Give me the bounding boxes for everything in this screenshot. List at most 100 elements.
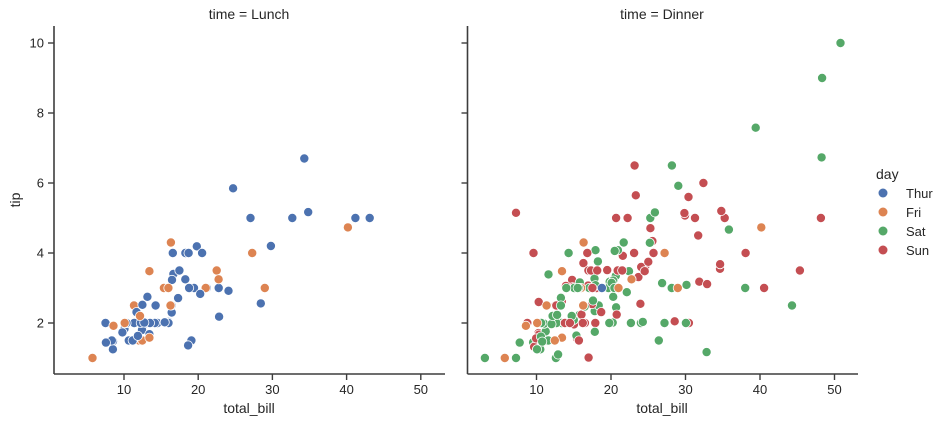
data-point-sat	[659, 317, 670, 328]
x-tick-label: 50	[414, 382, 428, 397]
data-point-fri	[756, 222, 767, 233]
data-point-thur	[213, 282, 224, 293]
data-point-sun	[592, 265, 603, 276]
data-point-fri	[211, 265, 222, 276]
data-point-sat	[621, 287, 632, 298]
data-point-sun	[702, 279, 713, 290]
data-point-sun	[602, 265, 613, 276]
data-point-fri	[165, 237, 176, 248]
data-point-thur	[364, 212, 375, 223]
data-point-sun	[622, 212, 633, 223]
data-point-sat	[673, 180, 684, 191]
data-point-fri	[144, 332, 155, 343]
data-point-fri	[165, 300, 176, 311]
scatter-points-lunch	[87, 153, 375, 363]
x-axis-label-dinner: total_bill	[636, 400, 687, 416]
data-point-sat	[479, 352, 490, 363]
data-point-thur	[132, 330, 143, 341]
data-point-sat	[592, 256, 603, 267]
data-point-thur	[287, 212, 298, 223]
data-point-thur	[228, 183, 239, 194]
legend-label-fri: Fri	[906, 205, 921, 220]
data-point-fri	[342, 222, 353, 233]
data-point-thur	[245, 212, 256, 223]
data-point-fri	[134, 310, 145, 321]
data-point-thur	[159, 317, 170, 328]
data-point-sat	[543, 269, 554, 280]
legend-marker-sat	[878, 226, 888, 236]
data-point-fri	[626, 274, 637, 285]
data-point-thur	[183, 340, 194, 351]
data-point-sun	[590, 317, 601, 328]
data-point-sat	[561, 282, 572, 293]
panel-lunch: time = Lunch 10 20 30 40 50 2 4 6 8 10 total_bil…	[7, 6, 445, 416]
y-axis-label: tip	[7, 192, 23, 207]
data-point-fri	[578, 300, 589, 311]
data-point-fri	[578, 237, 589, 248]
x-tick-label: 20	[191, 382, 205, 397]
data-point-fri	[659, 247, 670, 258]
data-point-sat	[723, 224, 734, 235]
data-point-thur	[180, 274, 191, 285]
data-point-thur	[142, 291, 153, 302]
data-point-fri	[557, 266, 568, 277]
y-tick-label: 10	[30, 36, 44, 51]
data-point-thur	[166, 274, 177, 285]
data-point-sun	[629, 160, 640, 171]
data-point-thur	[223, 285, 234, 296]
data-point-sat	[514, 337, 525, 348]
panel-title-lunch: time = Lunch	[209, 6, 290, 22]
data-point-sun	[759, 282, 770, 293]
data-point-fri	[247, 247, 258, 258]
legend-label-sun: Sun	[906, 243, 929, 258]
data-point-sun	[815, 212, 826, 223]
x-tick-label: 40	[753, 382, 767, 397]
data-point-sun	[643, 256, 654, 267]
data-point-sat	[817, 73, 828, 84]
data-point-sat	[589, 326, 600, 337]
data-point-sun	[611, 212, 622, 223]
data-point-sun	[611, 309, 622, 320]
legend: day Thur Fri Sat Sun	[876, 166, 933, 258]
data-point-thur	[117, 327, 128, 338]
data-point-thur	[191, 241, 202, 252]
data-point-fri	[213, 274, 224, 285]
data-point-sat	[649, 207, 660, 218]
data-point-sun	[564, 317, 575, 328]
x-tick-label: 30	[678, 382, 692, 397]
data-point-thur	[299, 153, 310, 164]
x-tick-label: 50	[827, 382, 841, 397]
x-tick-label: 10	[117, 382, 131, 397]
data-point-sat	[546, 319, 557, 330]
data-point-sun	[794, 265, 805, 276]
data-point-sat	[740, 282, 751, 293]
data-point-fri	[520, 320, 531, 331]
data-point-sun	[715, 259, 726, 270]
data-point-sat	[588, 295, 599, 306]
data-point-sun	[740, 247, 751, 258]
data-point-sun	[629, 247, 640, 258]
legend-marker-thur	[878, 188, 888, 198]
data-point-sat	[532, 344, 543, 355]
x-axis-label-lunch: total_bill	[223, 400, 274, 416]
data-point-sat	[563, 247, 574, 258]
data-point-sun	[596, 307, 607, 318]
data-point-sun	[583, 352, 594, 363]
data-point-sun	[679, 208, 690, 219]
data-point-sun	[669, 316, 680, 327]
data-point-thur	[303, 207, 314, 218]
data-point-sun	[693, 230, 704, 241]
data-point-thur	[167, 247, 178, 258]
data-point-thur	[137, 299, 148, 310]
data-point-sat	[553, 349, 564, 360]
data-point-thur	[100, 337, 111, 348]
data-point-sat	[510, 352, 521, 363]
x-tick-label: 30	[265, 382, 279, 397]
data-point-fri	[672, 282, 683, 293]
data-point-sat	[816, 152, 827, 163]
data-point-sat	[835, 38, 846, 49]
x-tick-label: 10	[529, 382, 543, 397]
data-point-fri	[87, 352, 98, 363]
data-point-sun	[683, 191, 694, 202]
data-point-sun	[698, 177, 709, 188]
